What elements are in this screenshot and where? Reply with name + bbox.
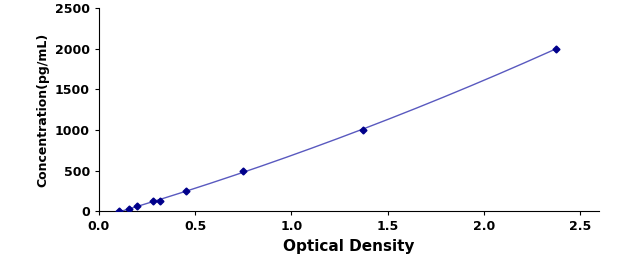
Y-axis label: Concentration(pg/mL): Concentration(pg/mL) [36,33,49,187]
X-axis label: Optical Density: Optical Density [284,239,415,254]
